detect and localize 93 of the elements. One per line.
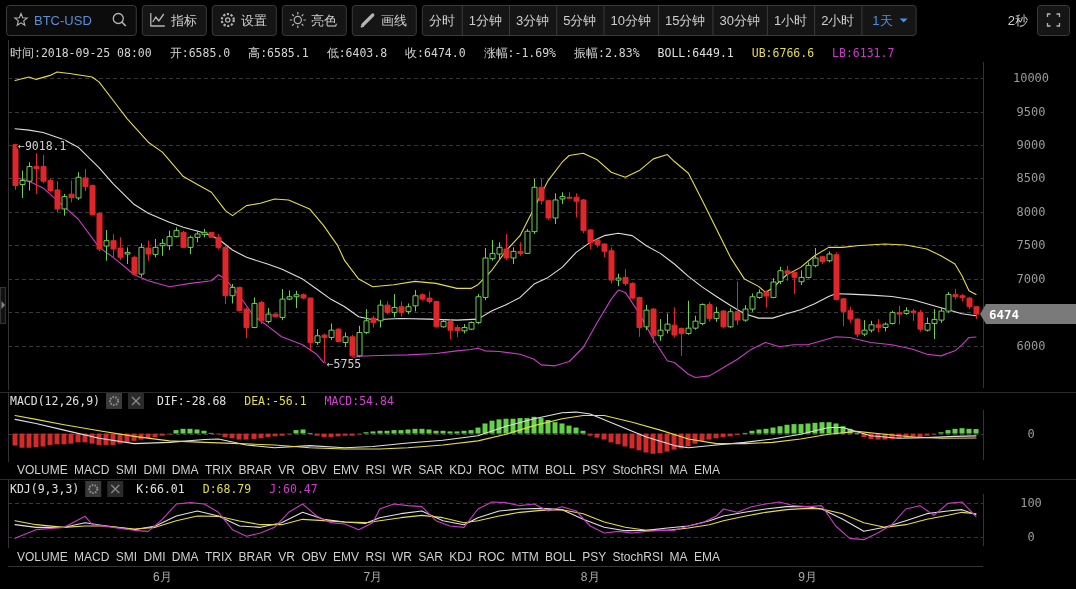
text: BRAR	[238, 549, 273, 564]
text: WR	[391, 549, 413, 564]
text: TRIX	[204, 549, 233, 564]
text: 画线	[380, 12, 407, 28]
text: OBV	[301, 549, 327, 564]
text: 收:6474.0	[405, 46, 466, 60]
text: 分时	[428, 12, 455, 28]
text: ROC	[478, 549, 506, 564]
chart-title: KDJ(9,3,3)	[10, 482, 80, 496]
text: MACD:54.84	[324, 394, 394, 408]
annotation: ←5755	[326, 357, 362, 372]
series-label: K:66.01	[136, 482, 185, 496]
text: SAR	[418, 462, 444, 477]
text: EMV	[333, 549, 360, 564]
text: RSI	[365, 462, 386, 477]
text: 高:6585.1	[248, 46, 309, 60]
y-tick-label: 9000	[1016, 138, 1046, 153]
text: KDJ	[449, 462, 472, 477]
text: PSY	[582, 549, 607, 564]
text: 2小时	[821, 12, 855, 28]
text: 指标	[169, 12, 197, 28]
text: BTC-USD	[34, 12, 92, 28]
y-tick-label: 7000	[1016, 271, 1046, 286]
text: DMA	[171, 549, 199, 564]
text: 5分钟	[563, 12, 597, 28]
text: VR	[278, 462, 296, 477]
text: EMV	[333, 462, 360, 477]
text: UB:6766.6	[751, 46, 815, 60]
text: 时间:2018-09-25 08:00	[10, 46, 152, 60]
annotation: ←9018.1	[18, 138, 67, 153]
text: EMA	[693, 549, 720, 564]
text: PSY	[582, 462, 607, 477]
text: BOLL	[545, 462, 577, 477]
text: DEA:-56.1	[244, 394, 307, 408]
text: StochRSI	[612, 549, 664, 564]
text: 设置	[240, 12, 267, 28]
text: KDJ	[449, 549, 472, 564]
chart-title: MACD(12,26,9)	[10, 394, 101, 408]
text: MA	[669, 549, 688, 564]
y-tick-label: 0	[1027, 529, 1035, 544]
y-tick-label: 10000	[1012, 71, 1050, 86]
text: 1天	[872, 12, 893, 28]
series-label: J:60.47	[269, 482, 318, 496]
y-tick-label: 6000	[1016, 338, 1046, 353]
annotation: 6474	[989, 306, 1020, 322]
text: DIF:-28.68	[157, 394, 227, 408]
text: MTM	[511, 549, 539, 564]
y-tick-label: 8500	[1016, 171, 1046, 186]
text: 振幅:2.83%	[574, 46, 640, 60]
text: MTM	[511, 462, 539, 477]
y-tick-label: 7500	[1016, 238, 1046, 253]
text: LB:6131.7	[832, 46, 895, 60]
text: MACD	[74, 549, 110, 564]
text: OBV	[301, 462, 327, 477]
text: 亮色	[310, 12, 337, 28]
series-label: D:68.79	[202, 482, 252, 496]
text: 3分钟	[516, 12, 550, 28]
text: SMI	[115, 549, 138, 564]
text: TRIX	[204, 462, 233, 477]
text: BRAR	[238, 462, 273, 477]
text: SAR	[418, 549, 444, 564]
text: BOLL:6449.1	[657, 46, 734, 60]
text: DMI	[143, 462, 166, 477]
x-tick-label: 6月	[152, 570, 172, 584]
y-tick-label: 100	[1020, 496, 1042, 511]
text: 涨幅:-1.69%	[483, 46, 557, 60]
text: 1小时	[773, 12, 808, 28]
text: 1分钟	[468, 12, 503, 28]
text: MA	[669, 462, 688, 477]
text: 开:6585.0	[169, 46, 231, 60]
y-tick-label: 8000	[1016, 204, 1046, 219]
text: DMI	[143, 549, 166, 564]
text: BOLL	[545, 549, 577, 564]
text: 10分钟	[610, 12, 651, 28]
text: 低:6403.8	[326, 46, 388, 60]
text: 2秒	[1007, 12, 1028, 28]
text: VR	[278, 549, 296, 564]
x-tick-label: 8月	[580, 570, 600, 584]
text: RSI	[365, 549, 386, 564]
x-tick-label: 7月	[363, 570, 383, 584]
text: VOLUME	[17, 549, 68, 564]
text: VOLUME	[17, 462, 68, 477]
text: DMA	[171, 462, 199, 477]
text: StochRSI	[612, 462, 664, 477]
y-tick-label: 9500	[1016, 104, 1046, 119]
text: 30分钟	[719, 12, 760, 28]
x-tick-label: 9月	[798, 570, 817, 584]
text: EMA	[693, 462, 720, 477]
text: 15分钟	[664, 12, 706, 28]
text: SMI	[115, 462, 138, 477]
text: WR	[391, 462, 413, 477]
text: MACD	[74, 462, 110, 477]
text: ROC	[478, 462, 506, 477]
